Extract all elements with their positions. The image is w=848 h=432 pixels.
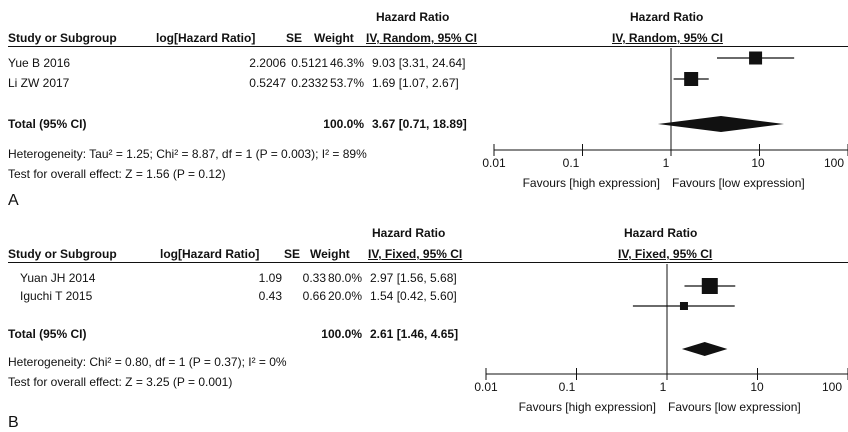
axis-tick-label: 0.01 <box>482 156 506 170</box>
study-weight: 80.0% <box>327 271 362 285</box>
study-se: 0.66 <box>302 289 326 303</box>
col-weight: Weight <box>314 31 354 45</box>
total-ci: 3.67 [0.71, 18.89] <box>372 117 467 131</box>
study-name: Yuan JH 2014 <box>20 271 96 285</box>
header-rule <box>8 46 848 47</box>
col-loghr: log[Hazard Ratio] <box>160 247 260 261</box>
study-hr-marker <box>679 302 688 310</box>
col-plot: IV, Fixed, 95% CI <box>618 247 713 261</box>
col-loghr: log[Hazard Ratio] <box>156 31 256 45</box>
study-name: Yue B 2016 <box>8 56 71 70</box>
total-label: Total (95% CI) <box>8 327 87 341</box>
study-hr-marker <box>749 51 763 65</box>
ci-header-top: Hazard Ratio <box>372 226 446 240</box>
study-hr-marker <box>701 278 718 294</box>
study-hr-marker <box>684 72 699 86</box>
axis-tick-label: 0.1 <box>558 380 576 394</box>
total-effect-diamond <box>681 342 728 356</box>
axis-tick-label: 10 <box>750 380 764 394</box>
study-name: Iguchi T 2015 <box>20 289 93 303</box>
plot-header-top: Hazard Ratio <box>630 10 704 24</box>
study-weight: 20.0% <box>327 289 362 303</box>
axis-tick-label: 100 <box>824 156 845 170</box>
axis-tick-label: 0.01 <box>474 380 498 394</box>
col-se: SE <box>284 247 301 261</box>
total-weight: 100.0% <box>323 117 364 131</box>
study-loghr: 0.43 <box>258 289 282 303</box>
study-se: 0.2332 <box>291 76 328 90</box>
heterogeneity-text: Heterogeneity: Chi² = 0.80, df = 1 (P = … <box>8 355 287 369</box>
col-study: Study or Subgroup <box>8 247 117 261</box>
study-se: 0.33 <box>302 271 326 285</box>
panel-letter: B <box>8 414 19 431</box>
axis-tick-label: 1 <box>662 156 670 170</box>
total-label: Total (95% CI) <box>8 117 87 131</box>
favours-left: Favours [high expression] <box>518 400 656 414</box>
total-effect-diamond <box>657 116 784 132</box>
overall-effect-text: Test for overall effect: Z = 1.56 (P = 0… <box>8 167 226 181</box>
favours-right: Favours [low expression] <box>672 176 805 190</box>
favours-left: Favours [high expression] <box>522 176 660 190</box>
col-plot: IV, Random, 95% CI <box>612 31 723 45</box>
total-weight: 100.0% <box>321 327 362 341</box>
study-name: Li ZW 2017 <box>8 76 70 90</box>
study-se: 0.5121 <box>291 56 328 70</box>
heterogeneity-text: Heterogeneity: Tau² = 1.25; Chi² = 8.87,… <box>8 147 367 161</box>
study-weight: 46.3% <box>329 56 364 70</box>
ci-header-top: Hazard Ratio <box>376 10 450 24</box>
header-rule <box>8 262 848 263</box>
forest-panel-a: Hazard Ratio Hazard Ratio Study or Subgr… <box>0 0 848 214</box>
axis-tick-label: 100 <box>822 380 843 394</box>
study-loghr: 2.2006 <box>249 56 286 70</box>
study-loghr: 0.5247 <box>249 76 286 90</box>
col-weight: Weight <box>310 247 350 261</box>
col-ci: IV, Random, 95% CI <box>366 31 477 45</box>
study-ci: 1.69 [1.07, 2.67] <box>372 76 459 90</box>
forest-panel-b: Hazard Ratio Hazard Ratio Study or Subgr… <box>0 214 848 431</box>
favours-right: Favours [low expression] <box>668 400 801 414</box>
study-loghr: 1.09 <box>258 271 282 285</box>
col-se: SE <box>286 31 303 45</box>
total-ci: 2.61 [1.46, 4.65] <box>370 327 459 341</box>
col-ci: IV, Fixed, 95% CI <box>368 247 463 261</box>
axis-tick-label: 1 <box>659 380 667 394</box>
axis-tick-label: 10 <box>751 156 765 170</box>
study-weight: 53.7% <box>329 76 364 90</box>
study-ci: 1.54 [0.42, 5.60] <box>370 289 457 303</box>
study-ci: 9.03 [3.31, 24.64] <box>372 56 466 70</box>
plot-header-top: Hazard Ratio <box>624 226 698 240</box>
axis-tick-label: 0.1 <box>562 156 580 170</box>
col-study: Study or Subgroup <box>8 31 117 45</box>
study-ci: 2.97 [1.56, 5.68] <box>370 271 457 285</box>
overall-effect-text: Test for overall effect: Z = 3.25 (P = 0… <box>8 375 233 389</box>
panel-letter: A <box>8 192 19 209</box>
